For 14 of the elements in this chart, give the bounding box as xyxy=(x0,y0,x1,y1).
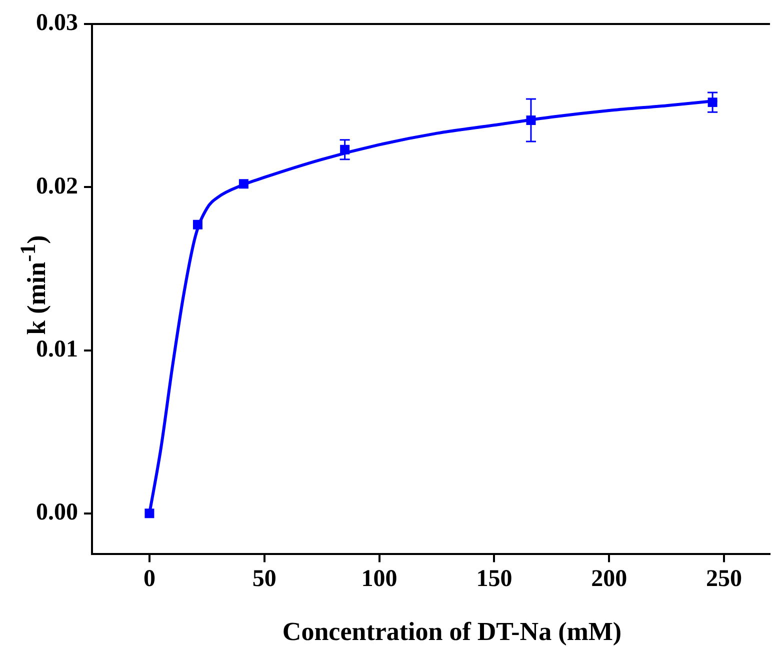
y-tick-label: 0.03 xyxy=(36,10,78,36)
y-tick-label: 0.02 xyxy=(36,173,78,200)
point xyxy=(192,220,202,230)
x-axis-title: Concentration of DT-Na (mM) xyxy=(282,617,622,647)
point xyxy=(238,179,248,189)
x-tick-label: 150 xyxy=(476,566,512,592)
point xyxy=(144,508,154,518)
x-tick-label: 50 xyxy=(252,566,276,592)
x-tick-label: 200 xyxy=(591,566,628,592)
x-tick-label: 0 xyxy=(143,566,156,592)
y-tick-label: 0.00 xyxy=(36,500,78,526)
y-tick-label: 0.01 xyxy=(36,336,78,362)
x-tick-label: 100 xyxy=(361,566,398,592)
x-tick-label: 250 xyxy=(706,566,742,592)
